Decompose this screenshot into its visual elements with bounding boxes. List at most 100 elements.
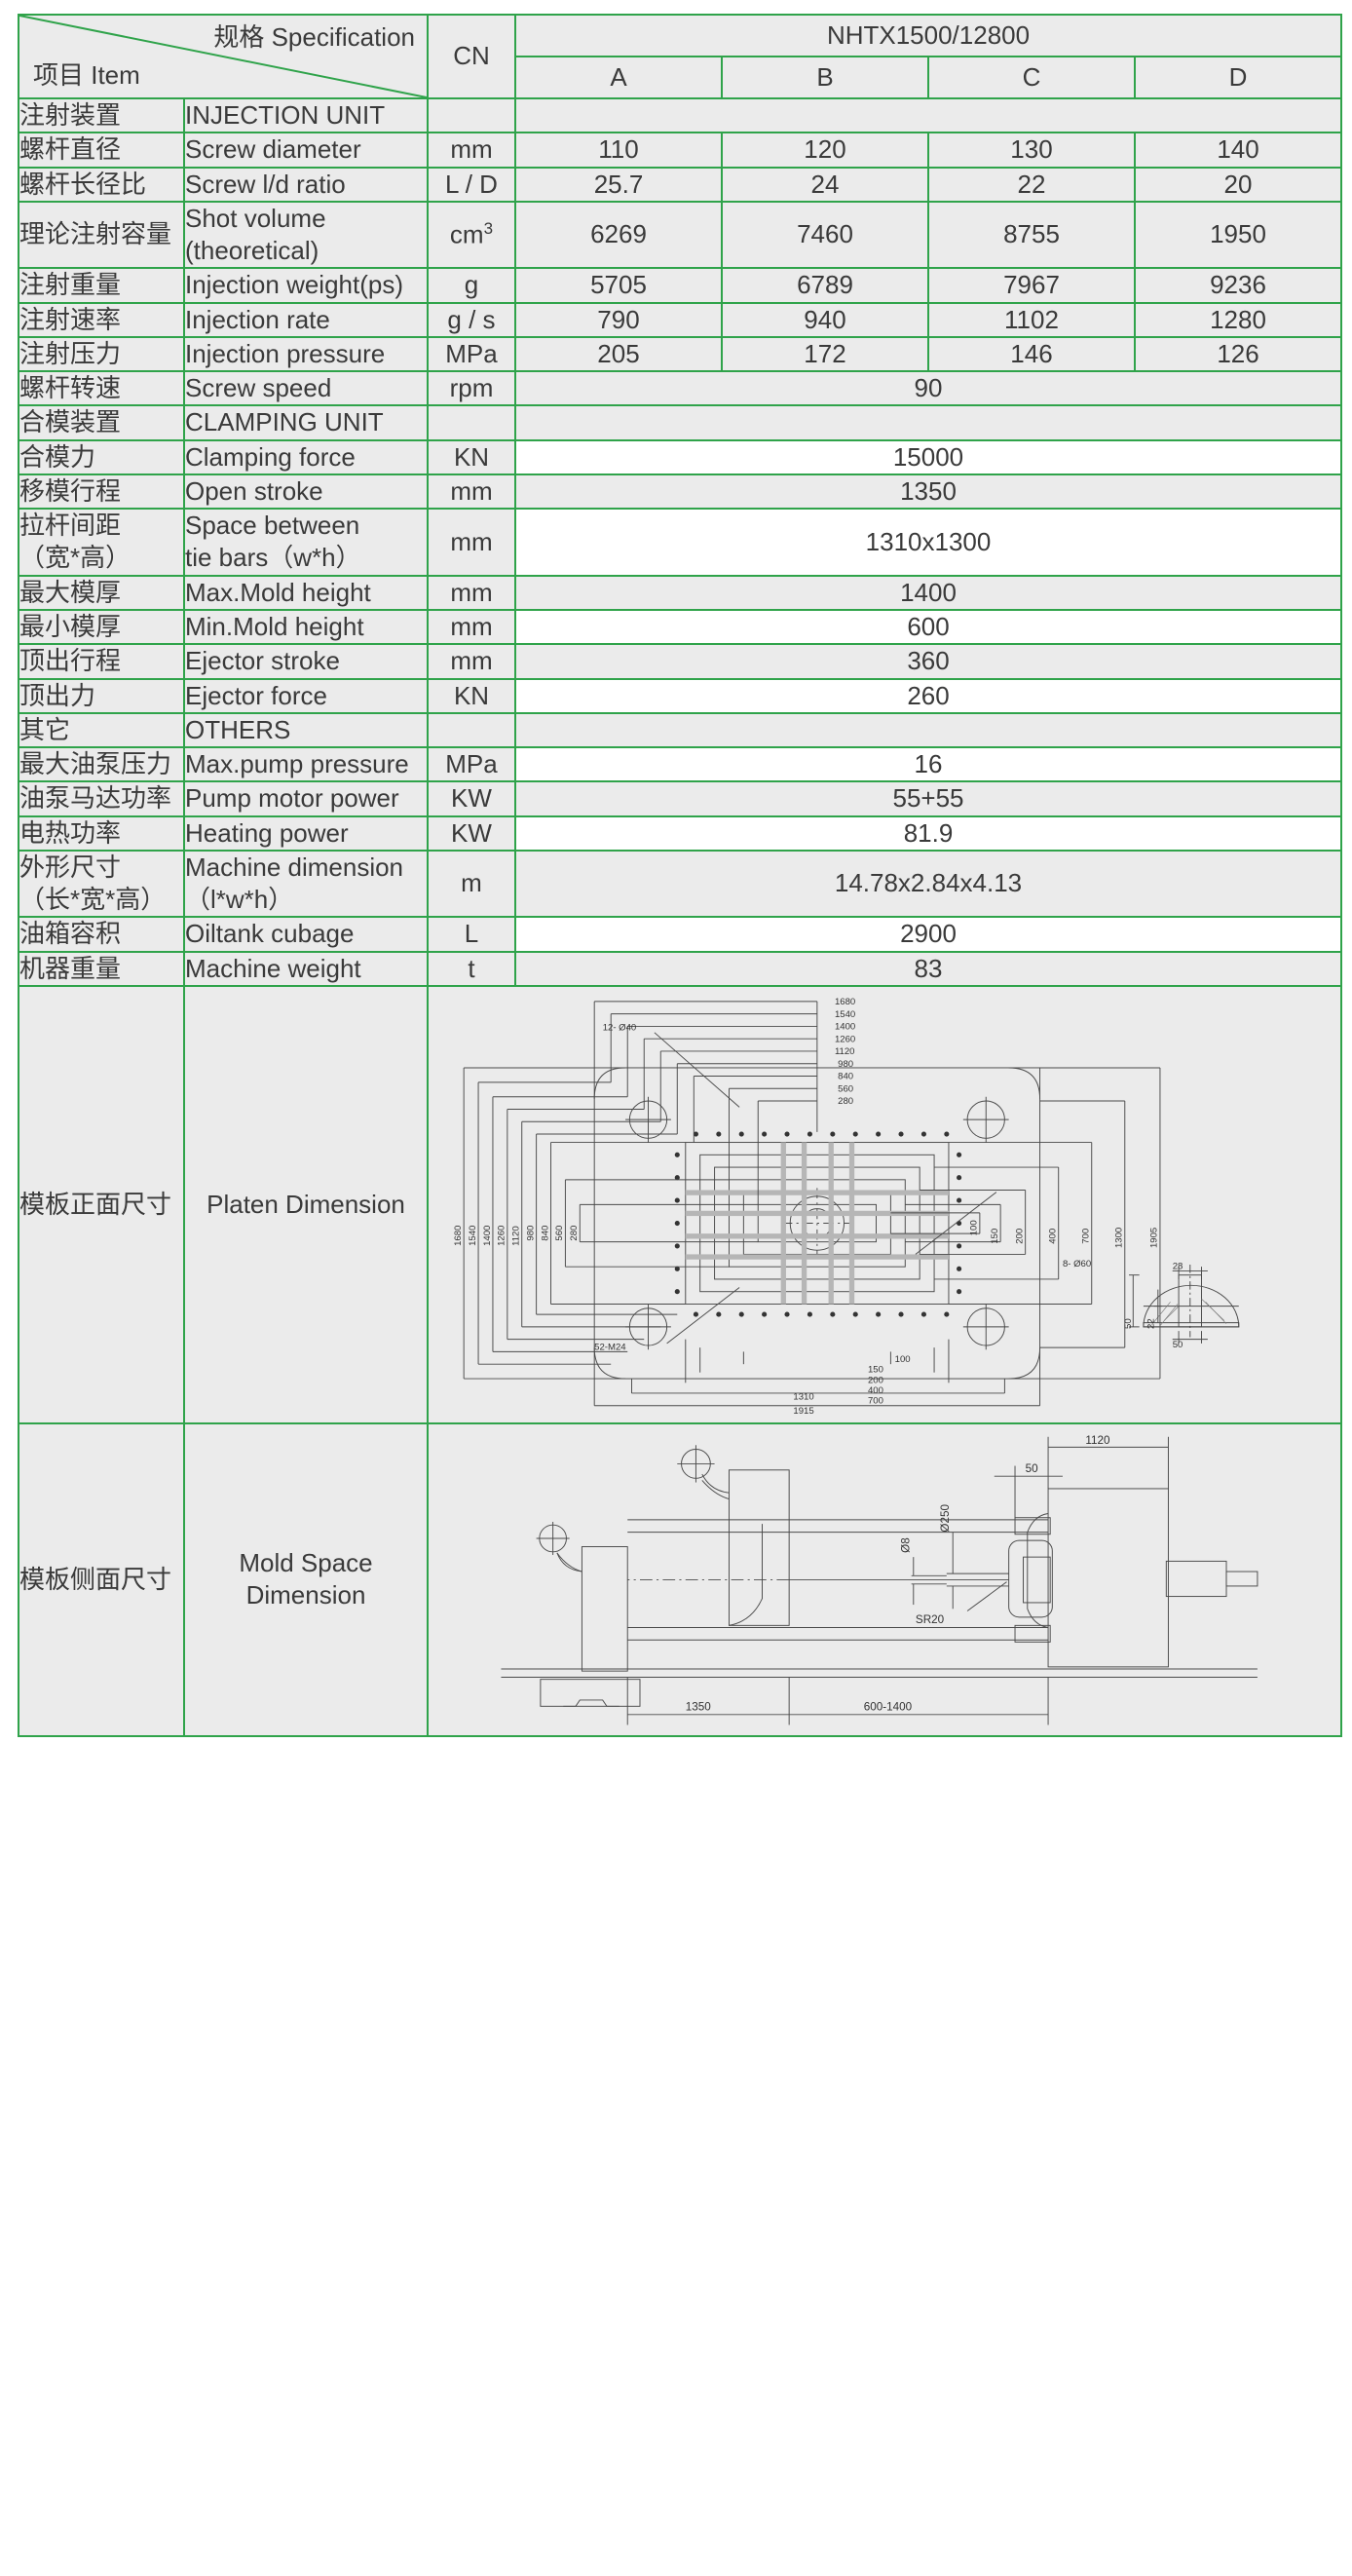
row-value-a: 790 [514, 301, 723, 338]
section-title-cn-others: 其它 [18, 711, 185, 749]
platen-dim-left-980: 980 [525, 1226, 536, 1241]
header-variant-a: A [514, 56, 723, 99]
section-title-en-clamping: CLAMPING UNIT [183, 404, 429, 441]
row-value-d: 20 [1133, 166, 1343, 203]
platen-callout-12-d40: 12- Ø40 [603, 1023, 637, 1034]
platen-callout-8-d60: 8- Ø60 [1063, 1259, 1091, 1269]
mold-space-dim-50: 50 [1026, 1462, 1039, 1475]
platen-dim-bottom-150: 150 [868, 1365, 883, 1376]
row-label-en: Max.pump pressure [183, 746, 429, 783]
platen-dim-right-1300: 1300 [1114, 1228, 1125, 1248]
header-item-spec-diagonal-cell: 规格 Specification 项目 Item [18, 14, 429, 99]
platen-dim-bottom-100: 100 [895, 1354, 911, 1365]
row-value-merged: 1400 [513, 574, 1343, 611]
row-value-c: 130 [927, 132, 1136, 169]
row-label-cn: 机器重量 [18, 950, 185, 987]
section-unit-blank-clamping [427, 404, 516, 441]
row-label-cn: 油泵马达功率 [18, 780, 185, 817]
row-label-cn: 注射速率 [18, 301, 185, 338]
row-value-c: 7967 [927, 267, 1136, 304]
row-unit: mm [427, 643, 516, 680]
row-label-en: Injection weight(ps) [183, 267, 429, 304]
row-value-merged: 1310x1300 [513, 508, 1343, 577]
row-value-c: 1102 [927, 301, 1136, 338]
row-value-merged: 260 [513, 677, 1343, 714]
row-label-en: Screw diameter [183, 132, 429, 169]
table-row: 油泵马达功率 Pump motor power KW 55+55 [18, 780, 1343, 817]
platen-dim-bottom-700: 700 [868, 1395, 883, 1406]
section-header-row-injection: 注射装置 INJECTION UNIT [18, 96, 1343, 134]
specification-table: 规格 Specification 项目 Item CN NHTX1500/128… [18, 14, 1343, 1737]
drawing-label-cn-mold-space: 模板侧面尺寸 [18, 1421, 185, 1737]
row-value-merged: 16 [513, 746, 1343, 783]
table-row: 顶出行程 Ejector stroke mm 360 [18, 643, 1343, 680]
row-value-a: 25.7 [514, 166, 723, 203]
row-value-a: 110 [514, 132, 723, 169]
row-value-b: 172 [721, 335, 929, 373]
row-label-en: Machine weight [183, 950, 429, 987]
detail-dim-50-bottom: 50 [1173, 1340, 1183, 1350]
row-value-merged: 360 [513, 643, 1343, 680]
row-label-en: Shot volume (theoretical) [183, 200, 429, 270]
row-label-en: Injection rate [183, 301, 429, 338]
table-row: 最大油泵压力 Max.pump pressure MPa 16 [18, 746, 1343, 783]
table-row: 移模行程 Open stroke mm 1350 [18, 473, 1343, 511]
drawing-platen-dimension: 1680 1540 1400 1260 1120 980 840 560 280… [426, 984, 1343, 1424]
section-title-cn-clamping: 合模装置 [18, 404, 185, 441]
table-row: 最大模厚 Max.Mold height mm 1400 [18, 574, 1343, 611]
section-unit-blank-others [427, 711, 516, 749]
platen-dim-right-400: 400 [1048, 1229, 1059, 1244]
row-unit: MPa [427, 746, 516, 783]
row-unit: L / D [427, 166, 516, 203]
row-unit: MPa [427, 335, 516, 373]
mold-space-dim-1120: 1120 [1085, 1434, 1110, 1447]
table-row: 顶出力 Ejector force KN 260 [18, 677, 1343, 714]
platen-dim-top-1260: 1260 [835, 1034, 855, 1044]
platen-dim-bottom-200: 200 [868, 1375, 883, 1385]
row-value-merged: 55+55 [513, 780, 1343, 817]
section-title-cn-injection: 注射装置 [18, 96, 185, 134]
row-unit: mm [427, 608, 516, 646]
row-label-en: Min.Mold height [183, 608, 429, 646]
row-unit: mm [427, 508, 516, 577]
platen-dim-left-840: 840 [540, 1226, 550, 1241]
mold-space-dimension-drawing-icon: 1120 50 1350 600-1400 Ø8 Ø250 SR20 [501, 1434, 1258, 1725]
row-label-en: Screw l/d ratio [183, 166, 429, 203]
table-row: 螺杆直径 Screw diameter mm 110 120 130 140 [18, 132, 1343, 169]
row-label-cn: 理论注射容量 [18, 200, 185, 270]
row-value-a: 5705 [514, 267, 723, 304]
row-unit: KN [427, 677, 516, 714]
platen-dimension-drawing-icon: 1680 1540 1400 1260 1120 980 840 560 280… [453, 997, 1240, 1417]
platen-dim-left-1540: 1540 [468, 1226, 478, 1246]
row-unit: cm3 [427, 200, 516, 270]
row-unit: mm [427, 574, 516, 611]
drawing-label-en-platen: Platen Dimension [183, 984, 429, 1424]
row-unit: g / s [427, 301, 516, 338]
section-title-en-others: OTHERS [183, 711, 429, 749]
row-label-cn: 顶出行程 [18, 643, 185, 680]
platen-dim-left-1120: 1120 [511, 1226, 522, 1246]
table-row: 外形尺寸 （长*宽*高） Machine dimension （l*w*h） m 1… [18, 849, 1343, 919]
section-header-row-clamping: 合模装置 CLAMPING UNIT [18, 404, 1343, 441]
table-header-row-1: 规格 Specification 项目 Item CN NHTX1500/128… [18, 14, 1343, 99]
table-row: 理论注射容量 Shot volume (theoretical) cm3 6269… [18, 200, 1343, 270]
row-value-d: 140 [1133, 132, 1343, 169]
platen-dim-left-1260: 1260 [497, 1226, 507, 1246]
platen-dim-top-1120: 1120 [835, 1046, 855, 1057]
header-specification-label: 规格 Specification [213, 22, 415, 52]
row-label-cn: 最大油泵压力 [18, 746, 185, 783]
row-label-en: Oiltank cubage [183, 916, 429, 953]
mold-space-dim-1350: 1350 [686, 1700, 712, 1713]
row-label-cn: 油箱容积 [18, 916, 185, 953]
table-row: 最小模厚 Min.Mold height mm 600 [18, 608, 1343, 646]
row-value-d: 1950 [1133, 200, 1343, 270]
table-row: 电热功率 Heating power KW 81.9 [18, 814, 1343, 852]
platen-dim-left-560: 560 [554, 1226, 565, 1241]
row-label-en: Ejector force [183, 677, 429, 714]
platen-dim-right-1905: 1905 [1149, 1228, 1160, 1248]
row-label-cn: 注射重量 [18, 267, 185, 304]
platen-dim-bottom-1310: 1310 [793, 1391, 813, 1402]
row-label-cn: 螺杆长径比 [18, 166, 185, 203]
platen-dim-left-280: 280 [569, 1226, 580, 1241]
